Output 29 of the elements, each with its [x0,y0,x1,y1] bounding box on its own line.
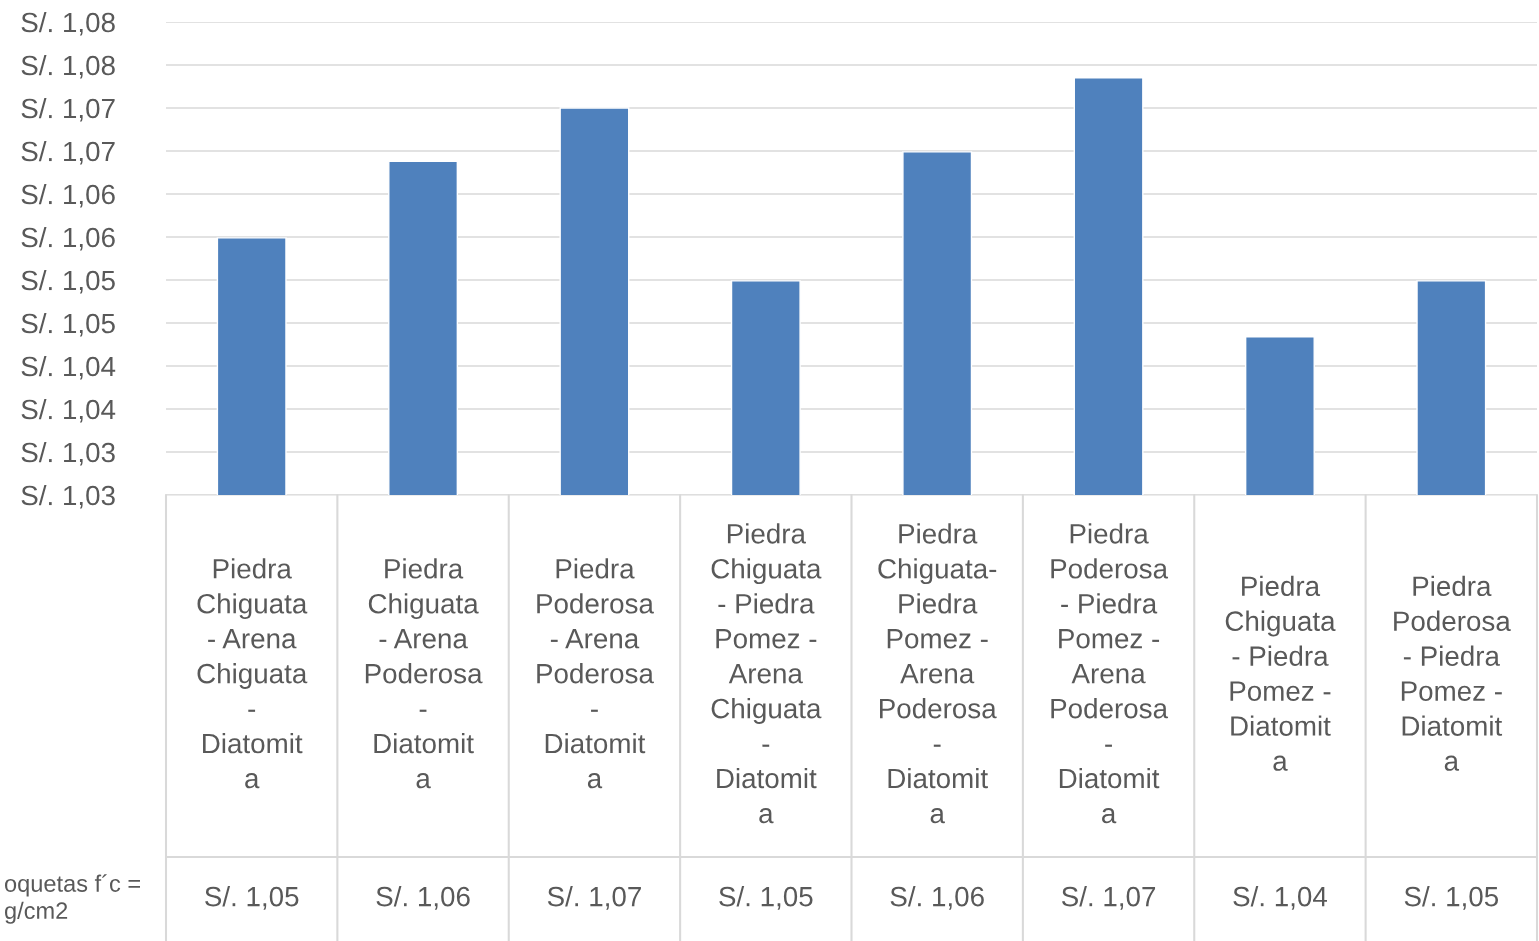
y-tick-label: S/. 1,08 [21,54,115,79]
data-label: S/. 1,06 [376,886,470,910]
category-label: Piedra Poderosa - Piedra Pomez - Arena Poderosa - Diatomit a [1051,523,1169,824]
data-label: S/. 1,05 [205,886,299,910]
x-tick-label: Piedra Chiguata - Arena Poderosa - Diatomit a [365,558,483,789]
category-label: Piedra Chiguata- Piedra Pomez - Arena Poderosa - Diatomit a [878,523,997,824]
x-tick-label: Piedra Chiguata - Piedra Pomez - Diatomit a [1225,575,1336,771]
y-tick-label: S/. 1,04 [21,398,116,423]
data-label: S/. 1,05 [719,886,813,910]
y-tick-label: S/. 1,05 [21,312,115,337]
x-tick-label: Piedra Poderosa - Piedra Pomez - Diatomit a [1394,575,1511,771]
y-tick-label: S/. 1,05 [21,269,115,294]
data-label: S/. 1,04 [1233,886,1327,910]
x-tick-label: Piedra Poderosa - Arena Poderosa - Diatomit a [537,558,654,789]
y-tick-label: S/. 1,07 [21,140,115,165]
data-label: S/. 1,05 [1404,886,1499,910]
x-tick-label: Piedra Chiguata - Arena Chiguata - Diatomit a [197,558,308,789]
y-tick-label: S/. 1,03 [21,441,115,466]
y-tick-label: S/. 1,04 [21,355,116,380]
data-label: S/. 1,06 [890,886,984,910]
y-tick-label: S/. 1,06 [21,183,115,208]
text: oquetas f´c = g/cm2 [4,874,140,924]
data-label: S/. 1,07 [547,886,641,910]
data-label: S/. 1,07 [1061,886,1156,910]
y-tick-label: S/. 1,03 [21,484,115,509]
y-tick-label: S/. 1,06 [21,226,115,251]
y-tick-label: S/. 1,07 [21,97,115,122]
category-label: Piedra Chiguata - Piedra Pomez - Arena Chiguata - Diatomit a [711,523,822,824]
y-tick-label: S/. 1,08 [21,11,115,36]
